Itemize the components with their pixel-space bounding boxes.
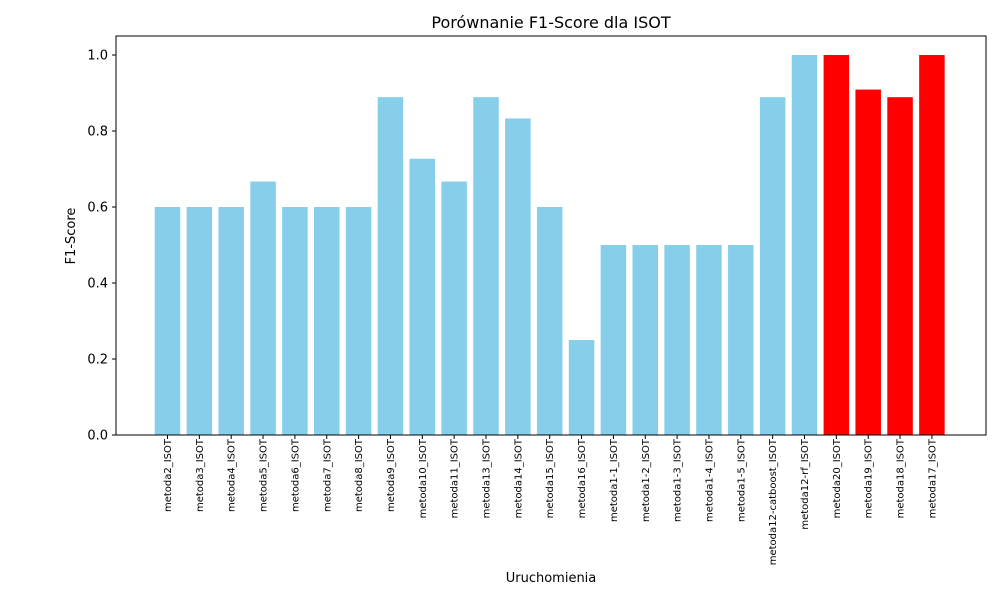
x-tick-label: metoda10_ISOT [418,438,429,518]
x-tick-label: metoda5_ISOT [259,438,270,512]
bar-metoda9_ISOT [377,97,404,436]
x-tick-label: metoda7_ISOT [322,438,333,512]
x-tick-label: metoda16_ISOT [577,438,588,518]
x-tick-label: metoda12-catboost_ISOT [768,438,779,565]
bar-metoda12-rf_ISOT [791,55,818,435]
x-tick-label: metoda17_ISOT [927,438,938,518]
x-axis-ticks: metoda2_ISOT metoda3_ISOT metoda4_ISOT meto… [163,435,938,565]
bar-metoda3_ISOT [186,207,213,435]
y-tick-label: 0.8 [87,125,108,140]
x-tick-label: metoda1-5_ISOT [736,438,747,522]
bar-metoda14_ISOT [505,118,531,436]
x-tick-label: metoda20_ISOT [832,438,843,518]
y-axis-label: F1-Score [64,208,79,265]
bar-metoda20_ISOT [823,55,850,435]
bars-group [154,55,945,436]
y-tick-label: 1.0 [87,49,108,64]
bar-metoda17_ISOT [919,55,945,435]
bar-metoda15_ISOT [536,207,563,435]
bar-metoda16_ISOT [568,340,595,435]
y-axis-ticks: 0.0 0.2 0.4 0.6 0.8 1.0 [87,49,116,444]
bar-metoda12-catboost_ISOT [759,97,786,436]
bar-metoda1-4_ISOT [696,245,722,435]
bar-metoda1-3_ISOT [664,245,690,435]
x-tick-label: metoda12-rf_ISOT [800,438,811,530]
x-tick-label: metoda13_ISOT [482,438,493,518]
x-tick-label: metoda4_ISOT [227,438,238,512]
x-axis-label: Uruchomienia [506,571,597,586]
bar-metoda2_ISOT [154,207,181,435]
bar-metoda4_ISOT [218,207,244,435]
x-tick-label: metoda8_ISOT [354,438,365,512]
x-tick-label: metoda18_ISOT [896,438,907,518]
x-tick-label: metoda14_ISOT [513,438,524,518]
x-tick-label: metoda1-2_ISOT [641,438,652,522]
bar-metoda5_ISOT [250,181,276,435]
x-tick-label: metoda1-3_ISOT [673,438,684,522]
bar-metoda19_ISOT [855,89,881,435]
plot-frame [115,35,987,436]
y-tick-label: 0.4 [87,277,108,292]
x-tick-label: metoda6_ISOT [290,438,301,512]
x-tick-label: metoda2_ISOT [163,438,174,512]
bar-metoda7_ISOT [314,207,340,435]
chart-title: Porównanie F1-Score dla ISOT [431,13,670,32]
bar-metoda1-2_ISOT [632,245,658,435]
bar-metoda1-1_ISOT [600,245,627,435]
x-tick-label: metoda9_ISOT [386,438,397,512]
bar-metoda1-5_ISOT [728,245,754,435]
bar-metoda6_ISOT [282,207,308,435]
x-tick-label: metoda19_ISOT [864,438,875,518]
bar-metoda8_ISOT [345,207,372,435]
x-tick-label: metoda1-1_ISOT [609,438,620,522]
x-tick-label: metoda11_ISOT [450,438,461,518]
bar-metoda18_ISOT [887,97,913,436]
x-tick-label: metoda3_ISOT [195,438,206,512]
y-tick-label: 0.0 [87,429,108,444]
x-tick-label: metoda15_ISOT [545,438,556,518]
bar-metoda13_ISOT [473,97,499,436]
bar-metoda11_ISOT [441,181,467,435]
x-tick-label: metoda1-4_ISOT [704,438,715,522]
y-tick-label: 0.2 [87,353,108,368]
y-tick-label: 0.6 [87,201,108,216]
bar-metoda10_ISOT [409,158,436,436]
